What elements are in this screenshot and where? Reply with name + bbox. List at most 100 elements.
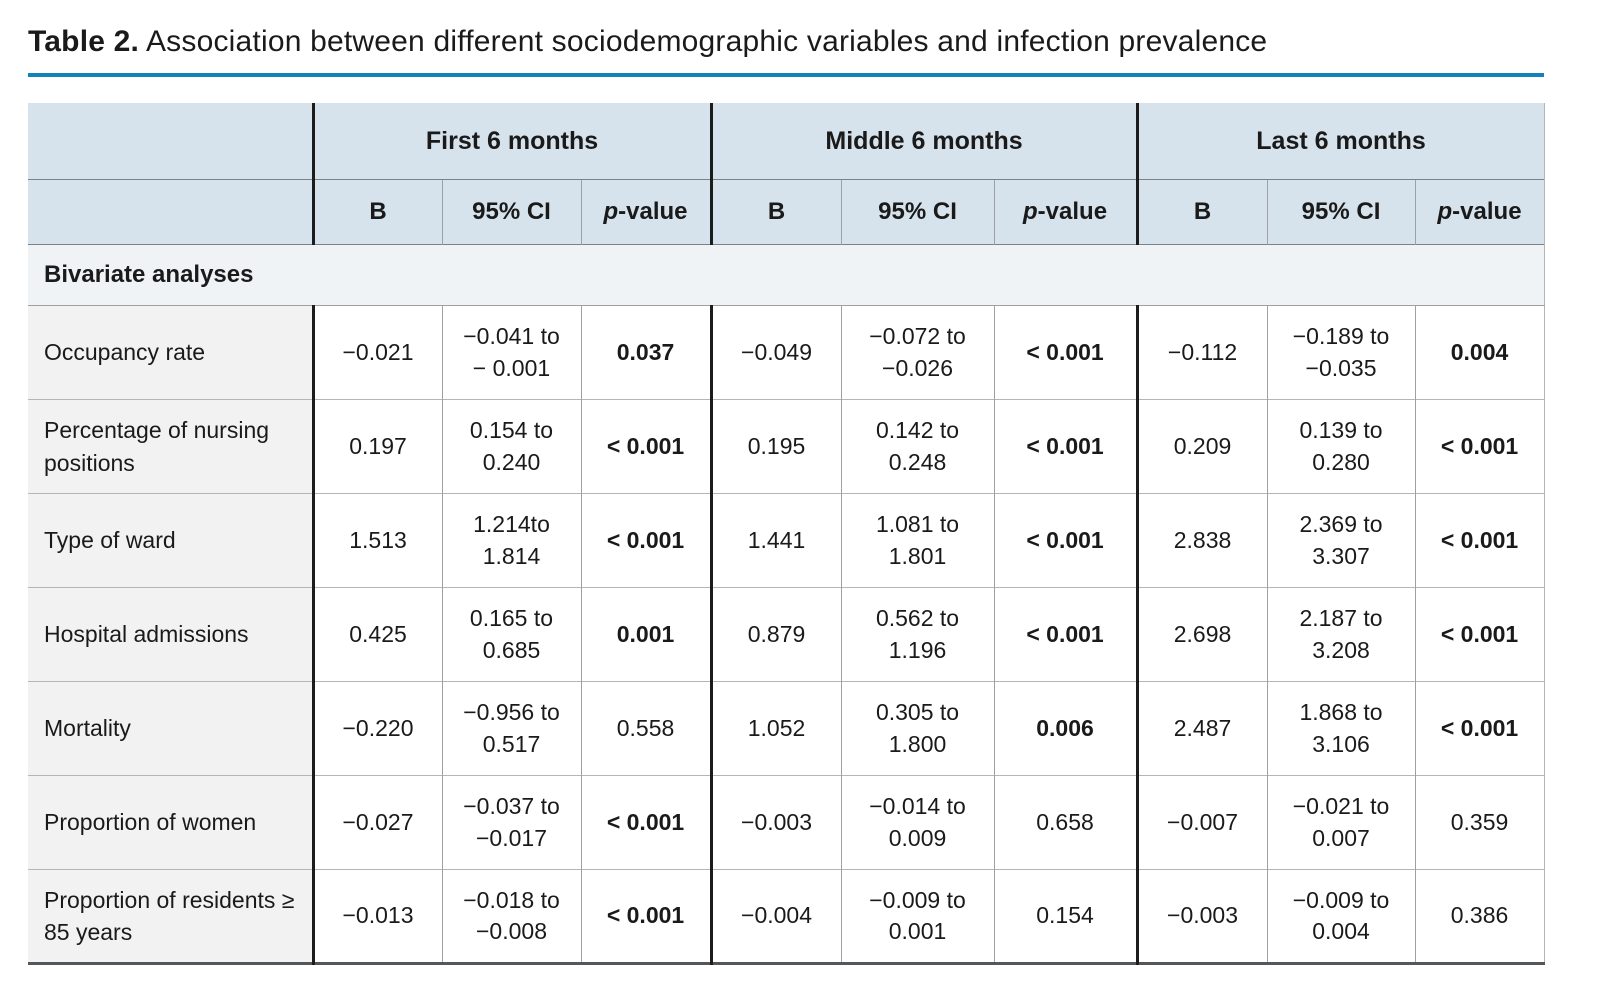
- row-label: Type of ward: [28, 493, 313, 588]
- cell-b: −0.220: [311, 681, 442, 776]
- cell-p: 0.006: [993, 681, 1138, 776]
- cell-ci: 0.154 to 0.240: [441, 399, 581, 494]
- header-corner-cell-2: [28, 179, 313, 245]
- cell-ci: −0.041 to − 0.001: [441, 305, 581, 400]
- cell-b: −0.027: [311, 775, 442, 870]
- cell-ci: 2.369 to 3.307: [1266, 493, 1416, 588]
- cell-b: 0.425: [311, 587, 442, 682]
- cell-ci: −0.037 to −0.017: [441, 775, 581, 870]
- cell-ci: −0.018 to −0.008: [441, 869, 581, 964]
- header-ci-3: 95% CI: [1266, 179, 1416, 245]
- cell-ci: 0.139 to 0.280: [1266, 399, 1416, 494]
- header-b-2: B: [709, 179, 842, 245]
- cell-p: < 0.001: [1414, 681, 1545, 776]
- cell-p: < 0.001: [580, 399, 712, 494]
- header-b-3: B: [1135, 179, 1268, 245]
- table-row: Mortality −0.220 −0.956 to 0.517 0.558 1.052…: [28, 681, 1545, 776]
- header-group-last: Last 6 months: [1135, 103, 1545, 180]
- cell-p: < 0.001: [580, 869, 712, 964]
- cell-ci: −0.072 to −0.026: [840, 305, 995, 400]
- cell-ci: 0.142 to 0.248: [840, 399, 995, 494]
- cell-b: 1.052: [709, 681, 842, 776]
- cell-b: −0.004: [709, 869, 842, 964]
- cell-b: 0.197: [311, 399, 442, 494]
- section-row: Bivariate analyses: [28, 244, 1545, 306]
- cell-ci: −0.009 to 0.001: [840, 869, 995, 964]
- table-row: Percentage of nursing positions 0.197 0.15…: [28, 399, 1545, 494]
- cell-b: −0.003: [709, 775, 842, 870]
- cell-p: < 0.001: [993, 399, 1138, 494]
- cell-p: 0.359: [1414, 775, 1545, 870]
- header-sub-row: B 95% CI p-value B 95% CI p-value B 95% …: [28, 179, 1545, 245]
- cell-p: < 0.001: [1414, 399, 1545, 494]
- row-label: Proportion of women: [28, 775, 313, 870]
- section-body: Bivariate analyses: [28, 244, 1545, 306]
- header-b-1: B: [311, 179, 442, 245]
- cell-b: 2.487: [1135, 681, 1268, 776]
- header-p-1: p-value: [580, 179, 712, 245]
- table-row: Proportion of women −0.027 −0.037 to −0.01…: [28, 775, 1545, 870]
- row-label: Proportion of residents ≥ 85 years: [28, 869, 313, 964]
- cell-p: 0.558: [580, 681, 712, 776]
- cell-ci: −0.021 to 0.007: [1266, 775, 1416, 870]
- cell-ci: −0.189 to −0.035: [1266, 305, 1416, 400]
- cell-ci: −0.014 to 0.009: [840, 775, 995, 870]
- cell-b: −0.003: [1135, 869, 1268, 964]
- section-label: Bivariate analyses: [28, 244, 1545, 306]
- cell-b: 0.209: [1135, 399, 1268, 494]
- table-title: Table 2. Association between different s…: [28, 22, 1572, 61]
- cell-ci: 1.081 to 1.801: [840, 493, 995, 588]
- cell-p: 0.154: [993, 869, 1138, 964]
- cell-p: 0.037: [580, 305, 712, 400]
- header-ci-1: 95% CI: [441, 179, 581, 245]
- cell-ci: −0.956 to 0.517: [441, 681, 581, 776]
- row-label: Hospital admissions: [28, 587, 313, 682]
- row-label: Percentage of nursing positions: [28, 399, 313, 494]
- header-ci-2: 95% CI: [840, 179, 995, 245]
- table-row: Proportion of residents ≥ 85 years −0.013…: [28, 869, 1545, 964]
- cell-p: 0.004: [1414, 305, 1545, 400]
- cell-b: 1.513: [311, 493, 442, 588]
- cell-ci: 0.562 to 1.196: [840, 587, 995, 682]
- cell-b: 0.879: [709, 587, 842, 682]
- cell-p: < 0.001: [580, 493, 712, 588]
- header-p-2: p-value: [993, 179, 1138, 245]
- cell-b: 0.195: [709, 399, 842, 494]
- cell-ci: 1.214to 1.814: [441, 493, 581, 588]
- table-title-text: Association between different sociodemog…: [139, 25, 1268, 58]
- header-group-middle: Middle 6 months: [709, 103, 1138, 180]
- cell-b: −0.112: [1135, 305, 1268, 400]
- table-row: Type of ward 1.513 1.214to 1.814 < 0.001 1.4…: [28, 493, 1545, 588]
- cell-p: 0.658: [993, 775, 1138, 870]
- cell-b: 1.441: [709, 493, 842, 588]
- table-header: First 6 months Middle 6 months Last 6 mo…: [28, 103, 1545, 245]
- cell-p: < 0.001: [993, 493, 1138, 588]
- cell-p: 0.001: [580, 587, 712, 682]
- table-body: Occupancy rate −0.021 −0.041 to − 0.001 0.0…: [28, 305, 1545, 964]
- header-corner-cell: [28, 103, 313, 180]
- header-p-3: p-value: [1414, 179, 1545, 245]
- header-group-row: First 6 months Middle 6 months Last 6 mo…: [28, 103, 1545, 180]
- cell-ci: 0.305 to 1.800: [840, 681, 995, 776]
- table-row: Hospital admissions 0.425 0.165 to 0.685 0.…: [28, 587, 1545, 682]
- cell-p: 0.386: [1414, 869, 1545, 964]
- cell-p: < 0.001: [993, 305, 1138, 400]
- cell-b: −0.021: [311, 305, 442, 400]
- table-title-label: Table 2.: [28, 25, 140, 58]
- cell-ci: 2.187 to 3.208: [1266, 587, 1416, 682]
- cell-b: −0.007: [1135, 775, 1268, 870]
- table-row: Occupancy rate −0.021 −0.041 to − 0.001 0.0…: [28, 305, 1545, 400]
- title-accent-rule: [28, 73, 1544, 77]
- cell-ci: −0.009 to 0.004: [1266, 869, 1416, 964]
- cell-b: 2.698: [1135, 587, 1268, 682]
- cell-p: < 0.001: [580, 775, 712, 870]
- cell-p: < 0.001: [1414, 587, 1545, 682]
- cell-b: −0.013: [311, 869, 442, 964]
- cell-b: −0.049: [709, 305, 842, 400]
- cell-ci: 0.165 to 0.685: [441, 587, 581, 682]
- header-group-first: First 6 months: [311, 103, 712, 180]
- cell-p: < 0.001: [993, 587, 1138, 682]
- cell-p: < 0.001: [1414, 493, 1545, 588]
- cell-b: 2.838: [1135, 493, 1268, 588]
